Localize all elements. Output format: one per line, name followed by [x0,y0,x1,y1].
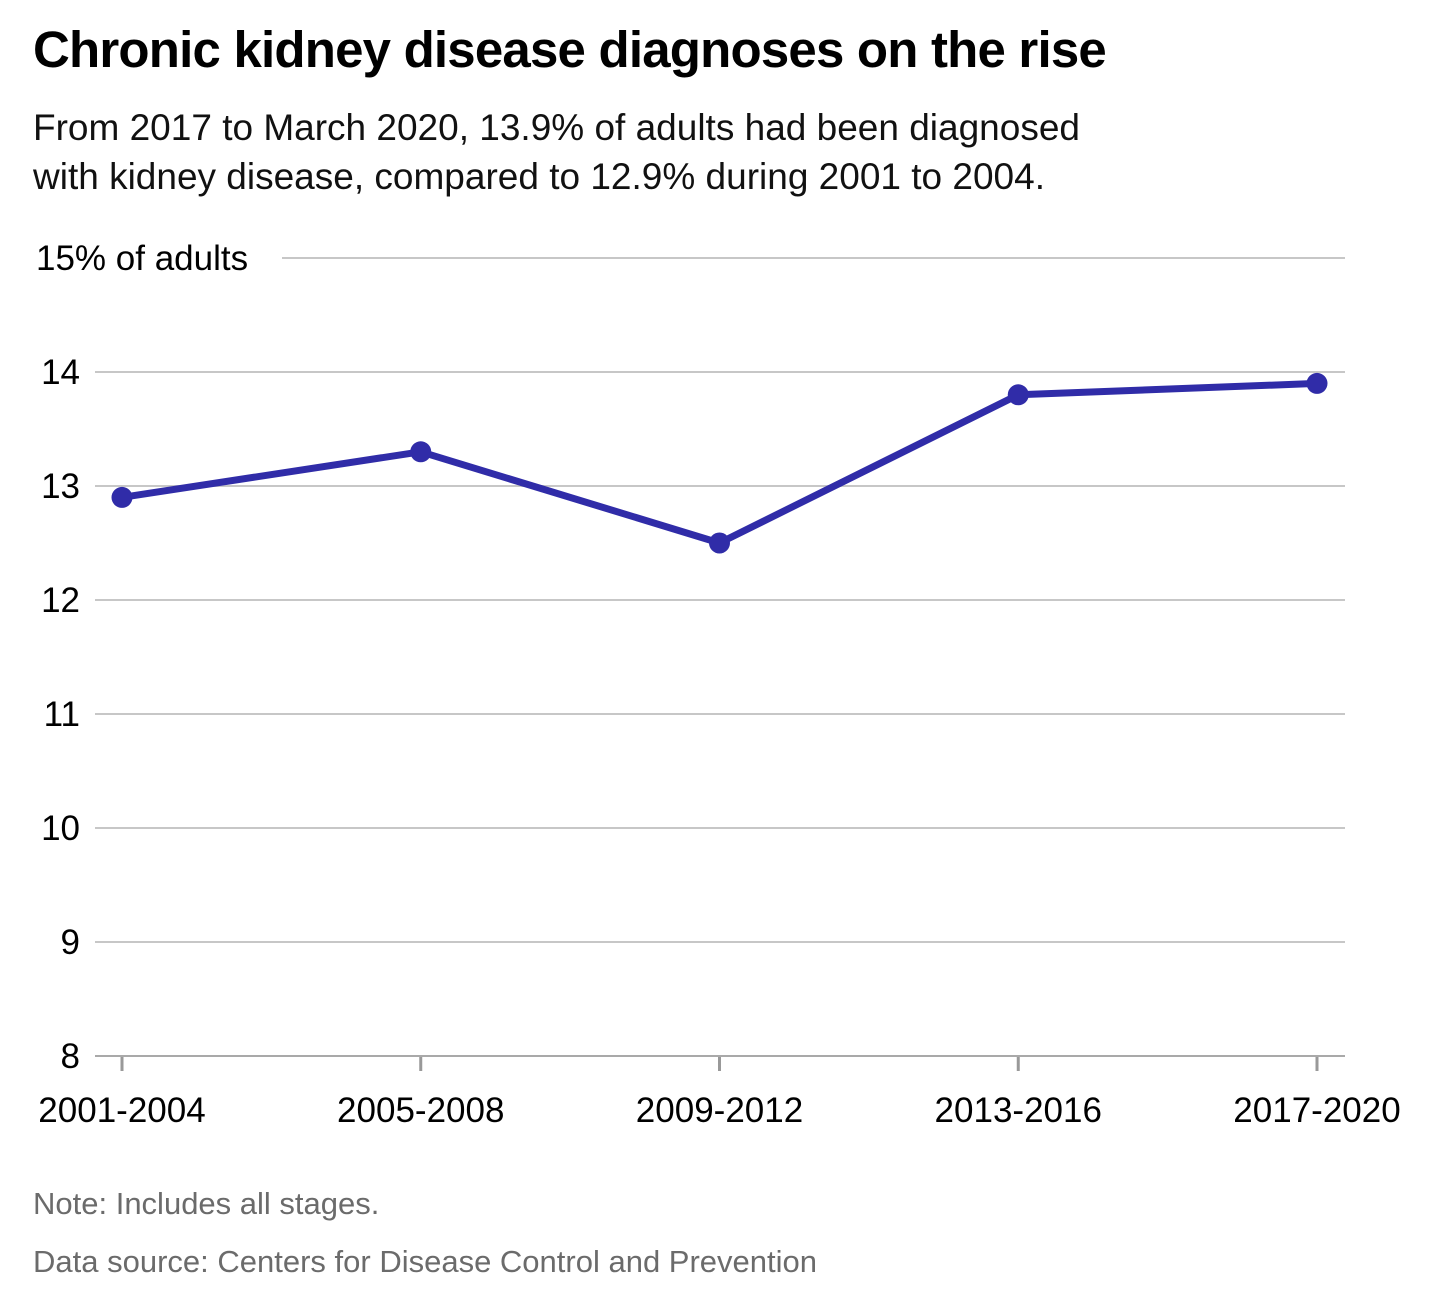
y-axis-tick-label: 9 [61,923,80,962]
x-axis-label: 2017-2020 [1233,1091,1400,1130]
y-axis-tick-label: 10 [41,809,80,848]
chart-subtitle-line-2: with kidney disease, compared to 12.9% d… [33,156,1045,197]
y-axis-tick-label: 12 [41,581,80,620]
data-point [1306,372,1328,394]
data-line [118,379,1321,547]
data-point [1007,384,1029,406]
y-axis-tick-label: 13 [41,467,80,506]
data-point [709,532,730,554]
x-axis-label: 2009-2012 [636,1091,803,1130]
chart-subtitle: From 2017 to March 2020, 13.9% of adults… [33,103,1080,201]
y-axis-top-label: 15% of adults [36,239,248,278]
x-axis-label: 2013-2016 [935,1091,1102,1130]
chart-title: Chronic kidney disease diagnoses on the … [33,21,1107,78]
chart-footer: Note: Includes all stages. Data source: … [33,1186,817,1302]
y-axis-tick-label: 11 [44,695,80,734]
chart-note: Note: Includes all stages. [33,1186,380,1221]
data-point [111,486,133,508]
y-axis-tick-label: 14 [41,353,80,392]
chart-subtitle-line-1: From 2017 to March 2020, 13.9% of adults… [33,107,1080,148]
x-axis-label: 2001-2004 [38,1091,205,1130]
data-point [410,441,432,463]
chart-data-source: Data source: Centers for Disease Control… [33,1244,818,1279]
y-axis-tick-label: 8 [61,1037,80,1076]
x-axis-label: 2005-2008 [337,1091,504,1130]
